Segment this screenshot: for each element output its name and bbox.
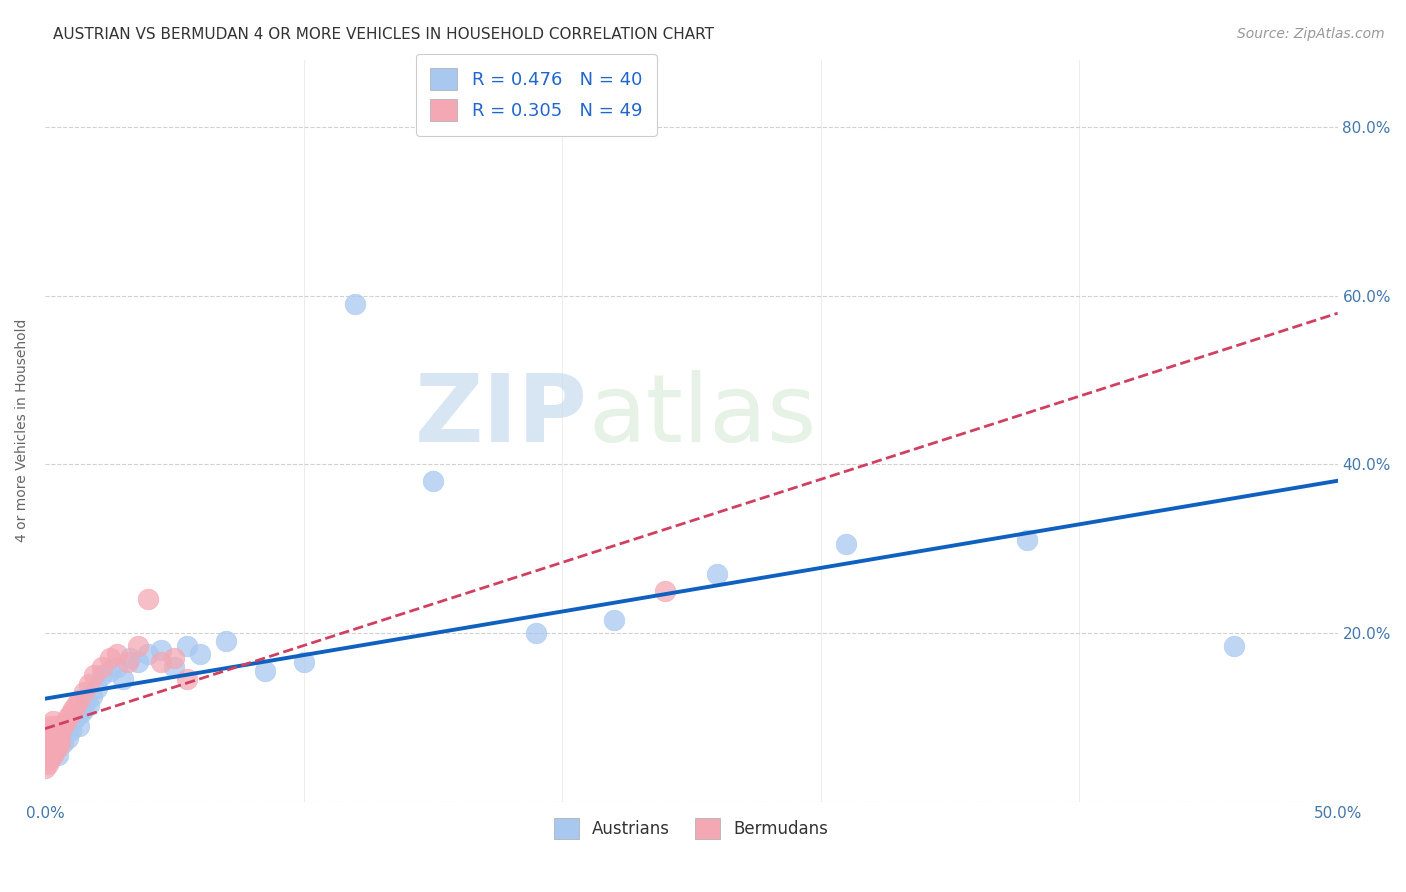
Point — [52, 719, 75, 733]
Point — [163, 659, 186, 673]
Point — [90, 668, 112, 682]
Y-axis label: 4 or more Vehicles in Household: 4 or more Vehicles in Household — [15, 319, 30, 542]
Text: Source: ZipAtlas.com: Source: ZipAtlas.com — [1237, 27, 1385, 41]
Point — [42, 748, 65, 763]
Point — [34, 761, 56, 775]
Point — [150, 656, 173, 670]
Point — [80, 689, 103, 703]
Point — [253, 664, 276, 678]
Point — [83, 668, 105, 682]
Point — [39, 719, 62, 733]
Point — [654, 583, 676, 598]
Point — [44, 744, 66, 758]
Point — [98, 664, 121, 678]
Point — [215, 634, 238, 648]
Point — [86, 681, 108, 695]
Point — [34, 752, 56, 766]
Point — [49, 727, 72, 741]
Point — [77, 698, 100, 712]
Point — [42, 723, 65, 737]
Point — [49, 735, 72, 749]
Point — [37, 727, 59, 741]
Point — [90, 659, 112, 673]
Point — [39, 744, 62, 758]
Point — [70, 706, 93, 720]
Point — [58, 731, 80, 746]
Point — [292, 656, 315, 670]
Point — [603, 613, 626, 627]
Point — [44, 719, 66, 733]
Point — [46, 723, 69, 737]
Point — [344, 297, 367, 311]
Point — [73, 685, 96, 699]
Point — [39, 752, 62, 766]
Point — [706, 566, 728, 581]
Point — [98, 651, 121, 665]
Point — [37, 756, 59, 771]
Point — [44, 735, 66, 749]
Point — [176, 639, 198, 653]
Point — [46, 739, 69, 754]
Point — [52, 735, 75, 749]
Text: atlas: atlas — [588, 370, 815, 462]
Point — [188, 647, 211, 661]
Point — [39, 727, 62, 741]
Point — [117, 656, 139, 670]
Point — [46, 748, 69, 763]
Text: AUSTRIAN VS BERMUDAN 4 OR MORE VEHICLES IN HOUSEHOLD CORRELATION CHART: AUSTRIAN VS BERMUDAN 4 OR MORE VEHICLES … — [53, 27, 714, 42]
Point — [58, 710, 80, 724]
Point — [150, 642, 173, 657]
Point — [37, 748, 59, 763]
Point — [176, 673, 198, 687]
Point — [163, 651, 186, 665]
Point — [422, 474, 444, 488]
Point — [127, 656, 149, 670]
Text: ZIP: ZIP — [415, 370, 588, 462]
Point — [59, 723, 82, 737]
Point — [44, 739, 66, 754]
Point — [67, 719, 90, 733]
Point — [138, 647, 160, 661]
Point — [34, 744, 56, 758]
Point — [42, 739, 65, 754]
Point — [55, 714, 77, 729]
Point — [59, 706, 82, 720]
Point — [75, 693, 97, 707]
Point — [1017, 533, 1039, 548]
Point — [37, 735, 59, 749]
Point — [73, 702, 96, 716]
Point — [138, 592, 160, 607]
Point — [42, 731, 65, 746]
Point — [49, 727, 72, 741]
Point — [65, 698, 87, 712]
Point — [77, 676, 100, 690]
Point — [62, 702, 84, 716]
Point — [46, 731, 69, 746]
Point — [1223, 639, 1246, 653]
Point — [39, 735, 62, 749]
Point — [127, 639, 149, 653]
Point — [37, 739, 59, 754]
Point — [39, 752, 62, 766]
Point — [524, 626, 547, 640]
Point — [111, 673, 134, 687]
Point — [37, 731, 59, 746]
Point — [62, 714, 84, 729]
Point — [55, 719, 77, 733]
Point — [42, 714, 65, 729]
Point — [42, 744, 65, 758]
Point — [67, 693, 90, 707]
Point — [39, 731, 62, 746]
Point — [835, 537, 858, 551]
Point — [65, 710, 87, 724]
Point — [120, 651, 142, 665]
Point — [105, 659, 128, 673]
Point — [105, 647, 128, 661]
Legend: Austrians, Bermudans: Austrians, Bermudans — [547, 812, 835, 846]
Point — [44, 727, 66, 741]
